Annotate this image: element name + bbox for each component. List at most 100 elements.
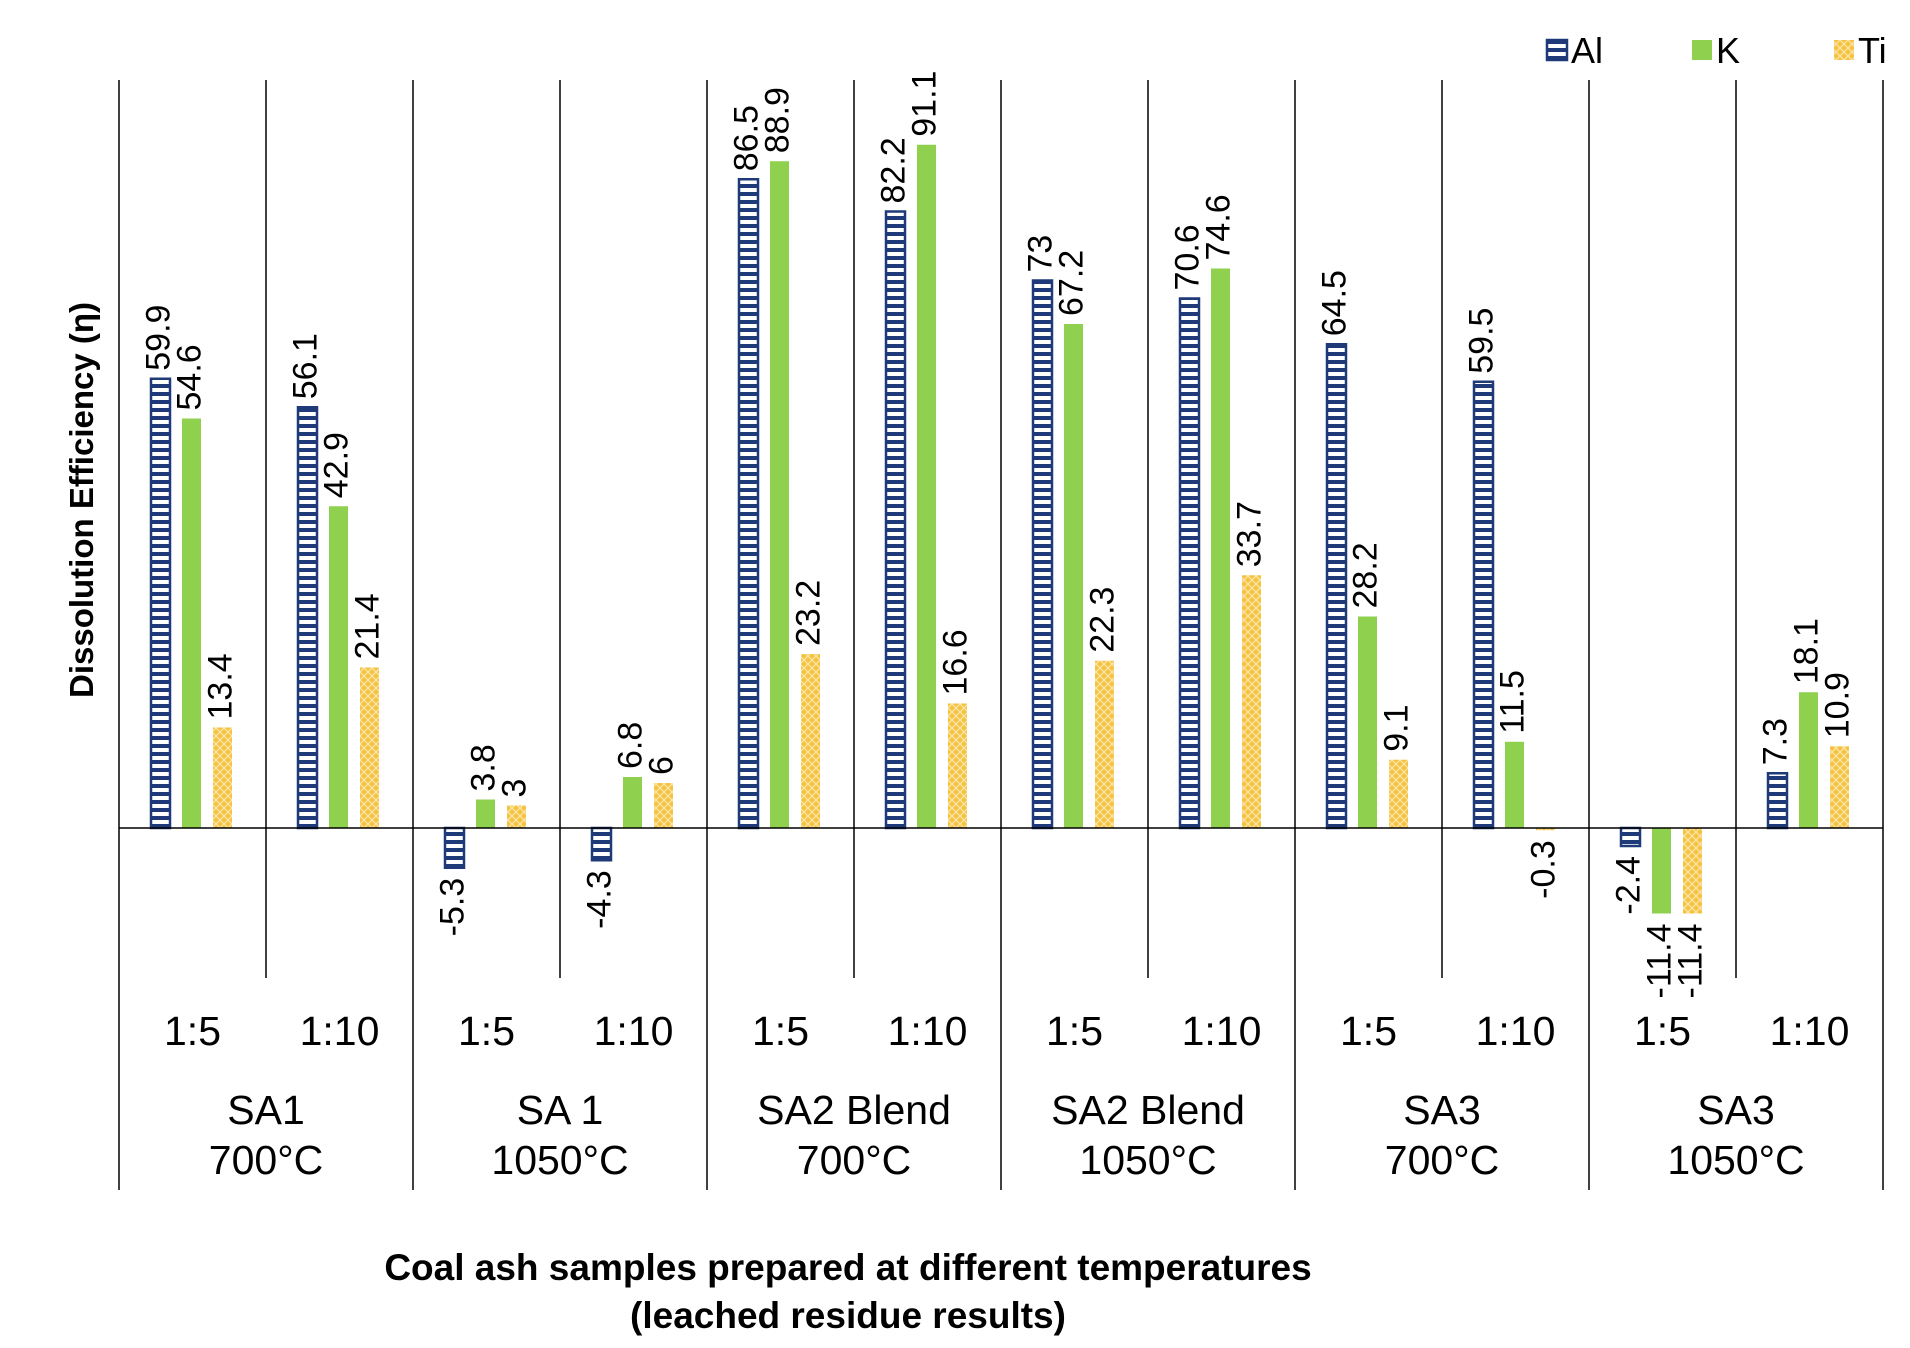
data-label-k: 11.5 (1494, 670, 1532, 734)
group-label-temperature: 700°C (797, 1137, 911, 1183)
data-label-ti: 22.3 (1084, 587, 1122, 653)
legend-item-ti: Ti (1834, 30, 1887, 71)
data-label-k: 28.2 (1347, 542, 1385, 608)
data-label-ti: 9.1 (1378, 704, 1416, 751)
bar-al (1619, 826, 1642, 848)
data-label-k: 88.9 (759, 87, 797, 153)
ratio-tick-label: 1:5 (1634, 1008, 1691, 1054)
legend-swatch-ti (1834, 40, 1854, 60)
bar-k (917, 144, 936, 828)
data-label-al: 86.5 (728, 105, 766, 171)
bar-k (1505, 741, 1524, 828)
group-label-temperature: 1050°C (1079, 1137, 1216, 1183)
data-label-al: 73 (1022, 235, 1060, 273)
data-label-al: -2.4 (1610, 856, 1648, 915)
data-label-ti: 23.2 (790, 580, 828, 646)
ratio-tick-label: 1:10 (888, 1008, 968, 1054)
ratio-tick-label: 1:10 (1770, 1008, 1850, 1054)
legend-swatch-al (1545, 38, 1569, 62)
ratio-tick-label: 1:5 (1340, 1008, 1397, 1054)
bar-ti (1095, 660, 1114, 828)
data-label-k: 54.6 (171, 344, 209, 410)
bar-al (1766, 772, 1789, 830)
bar-al (1178, 297, 1201, 830)
bar-ti (948, 703, 967, 828)
data-label-k: 91.1 (906, 71, 944, 137)
ratio-tick-label: 1:10 (594, 1008, 674, 1054)
data-label-k: 42.9 (318, 432, 356, 498)
group-label-name: SA2 Blend (1051, 1087, 1245, 1133)
legend-swatch-k (1692, 40, 1712, 60)
bar-al (884, 210, 907, 830)
data-label-ti: 10.9 (1819, 672, 1857, 738)
data-label-ti: 13.4 (202, 653, 240, 719)
data-label-ti: 21.4 (349, 593, 387, 659)
ratio-tick-label: 1:5 (752, 1008, 809, 1054)
bar-ti (1242, 575, 1261, 828)
data-label-al: -4.3 (581, 870, 619, 929)
data-label-k: 74.6 (1200, 194, 1238, 260)
group-label-temperature: 700°C (209, 1137, 323, 1183)
bar-ti (213, 727, 232, 828)
bar-al (1031, 279, 1054, 830)
bar-k (1358, 616, 1377, 828)
data-label-al: 7.3 (1757, 718, 1795, 765)
group-label-name: SA2 Blend (757, 1087, 951, 1133)
data-label-k: -11.4 (1641, 924, 1679, 999)
bar-al (1472, 380, 1495, 830)
data-label-ti: 3 (496, 779, 534, 798)
data-label-al: -5.3 (434, 878, 472, 937)
bar-ti (507, 805, 526, 828)
plot-area: 59.9 56.1 -5.3 -4.3 86.5 82.2 73 70.6 64.5 59.5 -2… (118, 71, 1884, 1190)
data-label-al: 82.2 (875, 137, 913, 203)
data-label-ti: 6 (643, 756, 681, 775)
data-label-al: 59.5 (1463, 308, 1501, 374)
group-label-name: SA1 (227, 1087, 305, 1133)
bar-ti (360, 667, 379, 828)
group-label-temperature: 700°C (1385, 1137, 1499, 1183)
ratio-tick-label: 1:10 (1476, 1008, 1556, 1054)
bar-al (737, 178, 760, 830)
bar-ti (1830, 746, 1849, 828)
ratio-tick-label: 1:5 (1046, 1008, 1103, 1054)
legend-label-ti: Ti (1858, 30, 1887, 71)
legend-item-k: K (1692, 30, 1740, 71)
bar-al (149, 377, 172, 830)
bar-ti (1536, 828, 1555, 831)
bar-ti (1683, 828, 1702, 914)
data-label-k: 3.8 (465, 744, 503, 791)
data-label-k: 18.1 (1788, 618, 1826, 684)
data-label-ti: 16.6 (937, 629, 975, 695)
ratio-tick-label: 1:10 (300, 1008, 380, 1054)
bar-k (476, 799, 495, 828)
bar-k (623, 777, 642, 828)
bar-k (329, 506, 348, 828)
bar-al (590, 826, 613, 862)
group-label-temperature: 1050°C (491, 1137, 628, 1183)
data-label-ti: -0.3 (1525, 840, 1563, 899)
y-axis-title: Dissolution Efficiency (η) (63, 302, 100, 698)
bar-k (1211, 268, 1230, 828)
data-label-al: 70.6 (1169, 224, 1207, 290)
legend-label-k: K (1716, 30, 1740, 71)
bar-ti (654, 783, 673, 828)
ratio-tick-label: 1:5 (458, 1008, 515, 1054)
legend-label-al: Al (1571, 30, 1603, 71)
bar-k (1064, 324, 1083, 828)
bar-ti (801, 654, 820, 828)
bar-k (1652, 828, 1671, 914)
bar-al (296, 406, 319, 830)
x-axis-title-line1: Coal ash samples prepared at different t… (384, 1247, 1311, 1288)
data-label-al: 59.9 (140, 305, 178, 371)
bar-k (770, 161, 789, 828)
group-label-name: SA 1 (517, 1087, 604, 1133)
group-label-name: SA3 (1403, 1087, 1481, 1133)
bar-al (443, 826, 466, 869)
legend-item-al: Al (1545, 30, 1603, 71)
group-label-name: SA3 (1697, 1087, 1775, 1133)
x-axis-title-line2: (leached residue results) (630, 1295, 1066, 1336)
ratio-tick-label: 1:10 (1182, 1008, 1262, 1054)
data-label-al: 56.1 (287, 333, 325, 399)
